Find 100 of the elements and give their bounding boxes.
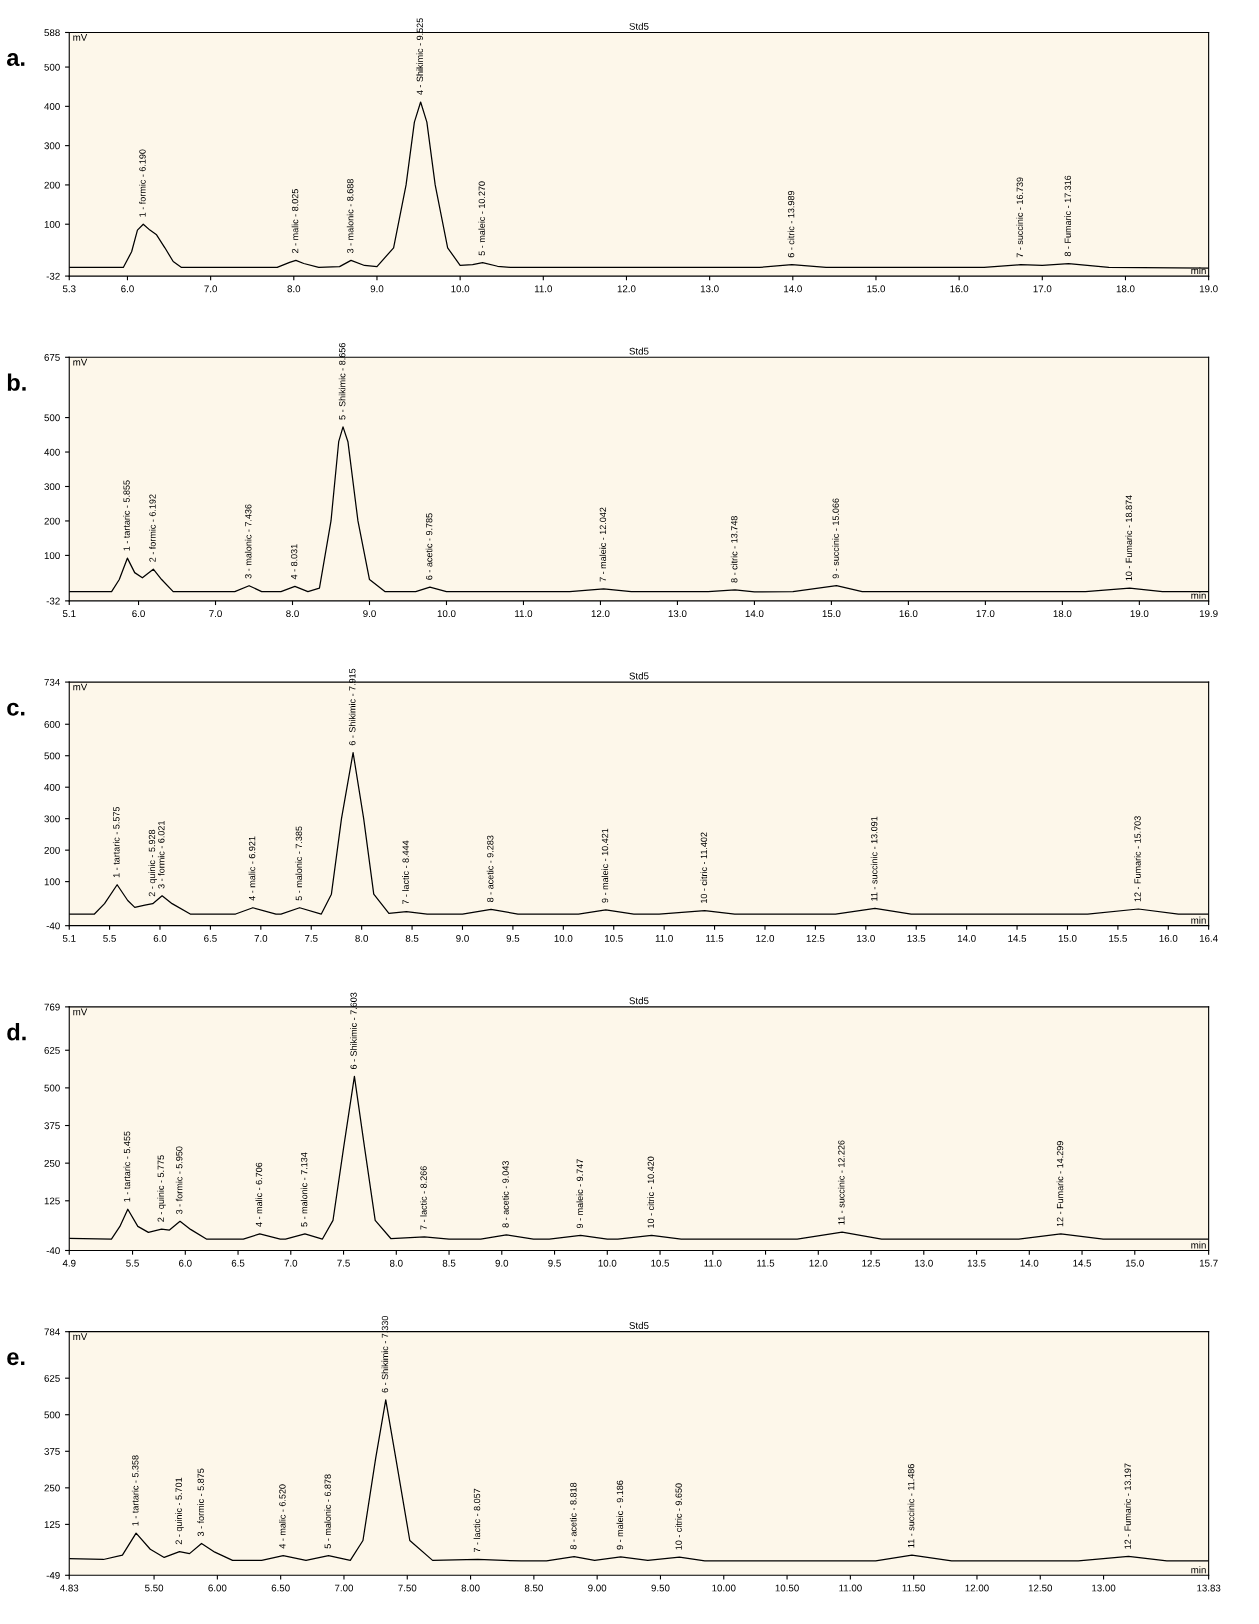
x-tick-label: 13.00 — [1092, 1584, 1116, 1592]
x-tick-label: 12.5 — [806, 934, 825, 942]
x-tick-label: 7.50 — [398, 1584, 417, 1592]
x-tick-label: 11.5 — [706, 935, 724, 942]
x-tick-label: 13.0 — [668, 610, 687, 618]
x-axis-title: min — [1191, 916, 1206, 924]
x-tick-label: 10.50 — [775, 1584, 799, 1592]
y-axis-title: mV — [73, 683, 88, 691]
x-tick-label: 10.0 — [554, 934, 573, 942]
y-tick-label: -40 — [46, 922, 60, 930]
x-axis-title: min — [1191, 267, 1206, 275]
y-axis-title: mV — [73, 1008, 88, 1016]
x-tick-label: 11.5 — [757, 1259, 775, 1267]
y-tick-label: 625 — [44, 1046, 60, 1054]
annotation: 3 - malonic - 7.436 — [244, 504, 252, 579]
x-tick-label: 11.0 — [534, 285, 553, 293]
x-tick-label: 16.0 — [950, 285, 969, 293]
y-tick-label: 400 — [44, 103, 60, 110]
y-tick-label: 200 — [44, 846, 60, 854]
x-tick-label: 9.5 — [548, 1259, 561, 1267]
x-tick-label: 13.5 — [907, 934, 926, 942]
x-tick-label: 9.0 — [363, 610, 376, 618]
x-tick-label: 9.00 — [588, 1584, 607, 1592]
annotation: 10 - Fumaric - 18.874 — [1125, 495, 1133, 581]
text: c. — [7, 702, 25, 716]
x-tick-label: 6.0 — [121, 285, 134, 293]
annotation: 2 - malic - 8.025 — [291, 189, 299, 253]
y-tick-label: 375 — [44, 1448, 60, 1455]
x-tick-label: 6.5 — [231, 1259, 245, 1267]
x-tick-label: 6.00 — [208, 1584, 227, 1592]
annotation: 4 - 8.031 — [290, 544, 298, 580]
x-tick-label: 10.0 — [598, 1259, 617, 1267]
x-tick-label: 14.0 — [745, 610, 764, 618]
chart-title: Std5 — [629, 672, 649, 680]
annotation: 3 - formic - 6.021 — [157, 821, 165, 889]
annotation: 9 - maleic - 10.421 — [601, 828, 609, 903]
y-tick-label: 769 — [44, 1003, 60, 1011]
annotation: 1 - tartaric - 5.455 — [123, 1131, 131, 1202]
x-tick-label: 12.0 — [617, 285, 636, 293]
annotation: 4 - malic - 6.921 — [248, 836, 256, 901]
y-tick-label: 125 — [44, 1197, 60, 1205]
x-tick-label: 15.0 — [867, 285, 886, 293]
x-tick-label: 9.0 — [370, 285, 384, 293]
y-tick-label: 100 — [44, 552, 60, 560]
y-tick-label: 200 — [44, 181, 60, 189]
x-tick-label: 8.00 — [461, 1584, 480, 1592]
x-axis-title: min — [1191, 591, 1206, 599]
x-tick-label: 5.3 — [62, 285, 76, 293]
y-tick-label: 625 — [44, 1374, 60, 1382]
annotation: 12 - Fumaric - 13.197 — [1124, 1463, 1131, 1549]
y-tick-label: -32 — [46, 272, 60, 280]
x-tick-label: 8.0 — [355, 934, 369, 942]
annotation: 1 - tartaric - 5.855 — [123, 480, 130, 551]
x-tick-label: 8.0 — [287, 285, 301, 293]
annotation: 11 - succinic - 12.226 — [837, 1140, 845, 1225]
chart-title: Std5 — [629, 997, 649, 1005]
annotation: 2 - quinic - 5.701 — [175, 1477, 184, 1545]
y-tick-label: 125 — [44, 1521, 60, 1529]
annotation: 4 - Shikimic - 9.525 — [416, 18, 424, 95]
x-tick-label: 6.50 — [271, 1584, 290, 1592]
x-tick-label: 15.0 — [1126, 1259, 1144, 1267]
annotation: 4 - malic - 6.520 — [278, 1484, 286, 1549]
x-tick-label: 6.0 — [179, 1259, 192, 1267]
annotation: 5 - malonic - 7.134 — [300, 1152, 308, 1227]
x-axis-title: min — [1191, 1241, 1206, 1249]
annotation: 8 - acetic - 9.043 — [502, 1161, 509, 1228]
y-axis-title: mV — [73, 1333, 88, 1340]
annotation: 5 - malonic - 7.385 — [295, 826, 303, 901]
annotation: 2 - quinic - 5.775 — [157, 1155, 166, 1222]
x-tick-label: 7.00 — [335, 1584, 354, 1592]
x-tick-label: 16.4 — [1199, 934, 1218, 942]
y-tick-label: 588 — [44, 29, 60, 37]
annotation: 2 - formic - 6.192 — [149, 494, 156, 562]
x-tick-label: 15.7 — [1199, 1259, 1218, 1267]
chart-title: Std5 — [629, 22, 649, 30]
y-tick-label: 500 — [44, 1411, 60, 1419]
annotation: 8 - Fumaric - 17.316 — [1064, 175, 1072, 257]
x-tick-label: 6.0 — [132, 610, 145, 618]
annotation: 1 - formic - 6.190 — [139, 149, 146, 217]
x-tick-label: 7.5 — [337, 1259, 350, 1267]
y-tick-label: 100 — [44, 878, 60, 886]
x-tick-label: 7.5 — [304, 935, 318, 942]
x-tick-label: 9.5 — [506, 934, 520, 942]
annotation: 8 - acetic - 9.283 — [486, 835, 494, 902]
x-tick-label: 5.5 — [126, 1259, 139, 1267]
y-tick-label: 400 — [44, 448, 60, 456]
y-tick-label: 250 — [44, 1484, 60, 1492]
annotation: 10 - citric - 10.420 — [647, 1156, 655, 1228]
annotation: 7 - lactic - 8.444 — [402, 840, 409, 905]
x-tick-label: 12.0 — [756, 934, 775, 942]
x-tick-label: 4.9 — [62, 1259, 76, 1267]
x-tick-label: 11.0 — [515, 610, 533, 618]
x-tick-label: 17.0 — [1033, 285, 1052, 293]
x-tick-label: 19.9 — [1199, 610, 1218, 618]
x-tick-label: 9.0 — [495, 1259, 509, 1267]
x-tick-label: 13.5 — [967, 1259, 986, 1267]
x-tick-label: 13.83 — [1197, 1584, 1221, 1592]
annotation: 12 - Fumaric - 14.299 — [1056, 1141, 1064, 1227]
annotation: 10 - citric - 9.650 — [675, 1483, 682, 1550]
text: a. — [6, 53, 25, 67]
